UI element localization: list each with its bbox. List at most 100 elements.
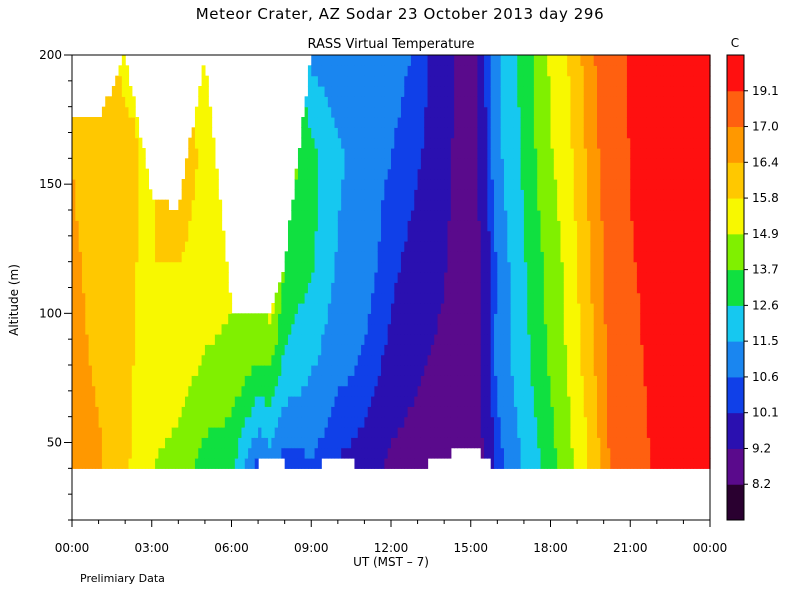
heatmap-cell: [168, 292, 173, 304]
heatmap-cell: [161, 385, 166, 397]
heatmap-cell: [311, 127, 316, 139]
heatmap-cell: [417, 158, 422, 170]
heatmap-cell: [241, 427, 246, 438]
heatmap-cell: [78, 179, 83, 190]
heatmap-cell: [394, 168, 399, 180]
heatmap-cell: [400, 458, 405, 469]
heatmap-cell: [218, 344, 223, 356]
heatmap-cell: [381, 323, 385, 335]
heatmap-cell: [204, 354, 209, 366]
heatmap-cell: [557, 447, 562, 459]
heatmap-cell: [148, 354, 153, 366]
heatmap-cell: [294, 179, 299, 190]
heatmap-cell: [228, 427, 233, 438]
heatmap-cell: [331, 179, 336, 190]
heatmap-cell: [118, 75, 123, 87]
heatmap-cell: [487, 117, 492, 128]
heatmap-cell: [557, 251, 562, 263]
heatmap-cell: [334, 323, 339, 335]
heatmap-cell: [533, 375, 538, 387]
heatmap-cell: [503, 251, 508, 263]
heatmap-cell: [490, 313, 495, 325]
heatmap-cell: [204, 251, 209, 263]
heatmap-cell: [314, 334, 319, 345]
heatmap-cell: [523, 375, 528, 387]
heatmap-cell: [497, 396, 502, 407]
heatmap-cell: [543, 344, 548, 356]
heatmap-cell: [484, 137, 488, 149]
heatmap-cell: [454, 86, 459, 97]
heatmap-cell: [121, 292, 126, 304]
heatmap-cell: [128, 251, 133, 263]
heatmap-cell: [118, 189, 123, 201]
heatmap-cell: [158, 303, 163, 314]
heatmap-cell: [427, 354, 432, 366]
heatmap-cell: [115, 220, 120, 232]
heatmap-cell: [430, 158, 435, 170]
heatmap-cell: [434, 220, 439, 232]
heatmap-cell: [547, 303, 552, 314]
heatmap-cell: [517, 230, 522, 242]
heatmap-cell: [75, 241, 80, 252]
heatmap-cell: [357, 344, 362, 356]
heatmap-cell: [181, 406, 186, 418]
heatmap-cell: [334, 437, 339, 449]
heatmap-cell: [434, 292, 439, 304]
heatmap-cell: [410, 137, 415, 149]
heatmap-cell: [208, 148, 213, 159]
heatmap-cell: [387, 458, 392, 469]
heatmap-cell: [420, 55, 425, 66]
heatmap-cell: [424, 396, 429, 407]
heatmap-cell: [477, 148, 482, 159]
heatmap-cell: [470, 437, 475, 449]
heatmap-cell: [407, 344, 412, 356]
heatmap-cell: [367, 220, 372, 232]
heatmap-cell: [101, 148, 106, 159]
heatmap-cell: [301, 458, 306, 469]
heatmap-cell: [357, 75, 362, 87]
heatmap-cell: [231, 354, 236, 366]
heatmap-cell: [474, 323, 478, 335]
heatmap-cell: [121, 323, 126, 335]
heatmap-cell: [517, 158, 522, 170]
heatmap-cell: [155, 199, 159, 211]
heatmap-cell: [394, 313, 399, 325]
heatmap-cell: [198, 127, 203, 139]
heatmap-cell: [547, 406, 552, 418]
heatmap-cell: [450, 416, 455, 428]
heatmap-cell: [377, 406, 382, 418]
heatmap-cell: [520, 189, 525, 201]
heatmap-cell: [503, 375, 508, 387]
heatmap-cell: [437, 127, 442, 139]
heatmap-cell: [341, 437, 346, 449]
heatmap-cell: [520, 458, 525, 469]
heatmap-cell: [354, 365, 359, 376]
heatmap-cell: [437, 168, 442, 180]
heatmap-cell: [377, 396, 382, 407]
heatmap-cell: [208, 344, 213, 356]
heatmap-cell: [440, 158, 445, 170]
heatmap-cell: [88, 220, 93, 232]
heatmap-cell: [477, 365, 482, 376]
heatmap-cell: [151, 303, 156, 314]
heatmap-cell: [457, 292, 462, 304]
heatmap-cell: [78, 437, 83, 449]
heatmap-cell: [158, 251, 163, 263]
heatmap-cell: [387, 334, 392, 345]
heatmap-cell: [165, 251, 169, 263]
heatmap-cell: [553, 292, 558, 304]
heatmap-cell: [351, 385, 356, 397]
heatmap-cell: [550, 385, 555, 397]
heatmap-cell: [357, 127, 362, 139]
heatmap-cell: [557, 292, 562, 304]
heatmap-cell: [371, 354, 375, 366]
heatmap-cell: [331, 210, 336, 221]
heatmap-cell: [181, 230, 186, 242]
heatmap-cell: [474, 251, 478, 263]
heatmap-cell: [238, 427, 243, 438]
heatmap-cell: [344, 210, 349, 221]
heatmap-cell: [361, 303, 366, 314]
heatmap-cell: [208, 447, 213, 459]
heatmap-cell: [72, 168, 76, 180]
heatmap-cell: [131, 251, 136, 263]
